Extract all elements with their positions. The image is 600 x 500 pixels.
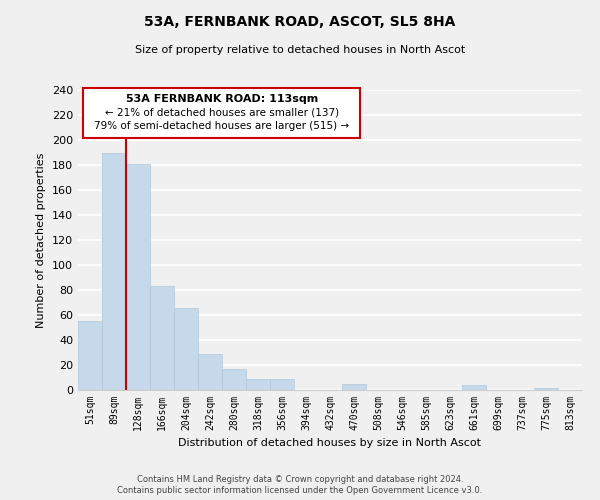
Bar <box>126 164 150 390</box>
Bar <box>222 369 246 390</box>
Bar <box>246 379 270 390</box>
Bar <box>150 286 174 390</box>
Bar <box>270 379 294 390</box>
Text: 53A FERNBANK ROAD: 113sqm: 53A FERNBANK ROAD: 113sqm <box>125 94 318 104</box>
Text: 53A, FERNBANK ROAD, ASCOT, SL5 8HA: 53A, FERNBANK ROAD, ASCOT, SL5 8HA <box>145 15 455 29</box>
Bar <box>534 388 558 390</box>
Text: ← 21% of detached houses are smaller (137): ← 21% of detached houses are smaller (13… <box>104 108 339 118</box>
Y-axis label: Number of detached properties: Number of detached properties <box>37 152 46 328</box>
FancyBboxPatch shape <box>83 88 360 138</box>
Text: 79% of semi-detached houses are larger (515) →: 79% of semi-detached houses are larger (… <box>94 121 349 131</box>
Bar <box>174 308 198 390</box>
Bar <box>342 384 366 390</box>
Text: Contains public sector information licensed under the Open Government Licence v3: Contains public sector information licen… <box>118 486 482 495</box>
Text: Size of property relative to detached houses in North Ascot: Size of property relative to detached ho… <box>135 45 465 55</box>
Bar <box>78 322 102 390</box>
Text: Contains HM Land Registry data © Crown copyright and database right 2024.: Contains HM Land Registry data © Crown c… <box>137 475 463 484</box>
Bar <box>462 385 486 390</box>
X-axis label: Distribution of detached houses by size in North Ascot: Distribution of detached houses by size … <box>179 438 482 448</box>
Bar <box>102 152 126 390</box>
Bar <box>198 354 222 390</box>
